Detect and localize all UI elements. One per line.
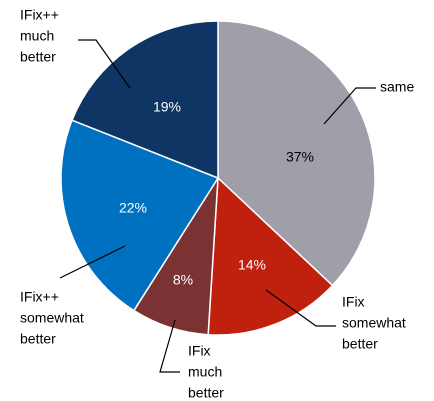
pie-slice xyxy=(71,20,219,180)
pie-slice xyxy=(207,176,334,336)
value-label: 19% xyxy=(153,99,181,115)
pie-slice xyxy=(217,20,376,287)
leader-line xyxy=(323,87,376,125)
leader-line xyxy=(78,39,131,89)
category-label: IFix++ xyxy=(20,289,59,305)
pie-slice xyxy=(60,119,220,312)
value-label: 14% xyxy=(238,257,266,273)
category-label: somewhat xyxy=(20,310,84,326)
category-label: better xyxy=(342,336,378,352)
category-label: better xyxy=(20,331,56,347)
leader-line xyxy=(59,245,126,279)
leader-line xyxy=(159,319,180,373)
leader-line xyxy=(265,289,336,327)
category-label: better xyxy=(188,385,224,401)
category-label: IFix++ xyxy=(20,7,59,23)
category-label: IFix xyxy=(342,294,365,310)
value-label: 8% xyxy=(173,272,193,288)
category-label: somewhat xyxy=(342,315,406,331)
category-label: much xyxy=(188,364,222,380)
category-label: better xyxy=(20,49,56,65)
value-label: 37% xyxy=(286,149,314,165)
category-label: much xyxy=(20,28,54,44)
value-label: 22% xyxy=(119,200,147,216)
category-label: same xyxy=(380,79,414,95)
category-label: IFix xyxy=(188,343,211,359)
